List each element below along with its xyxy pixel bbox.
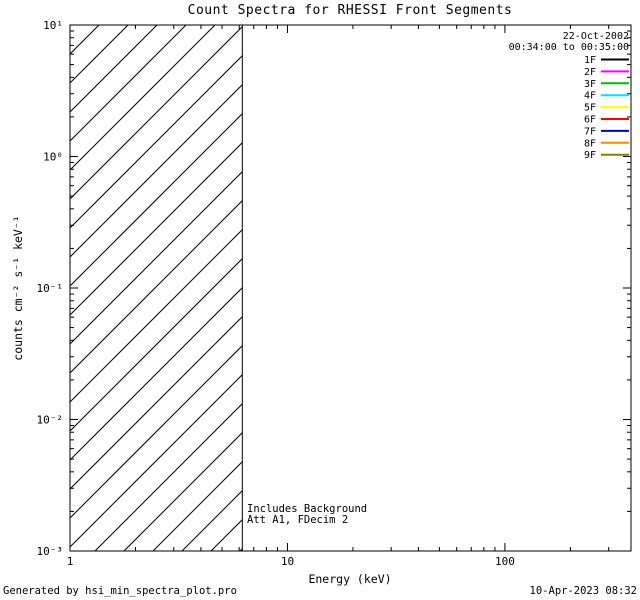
legend-item-label: 4F bbox=[584, 91, 596, 102]
legend-item: 1F bbox=[584, 55, 629, 66]
legend-item: 6F bbox=[584, 115, 629, 126]
x-tick-label: 10 bbox=[281, 555, 294, 568]
footer-timestamp: 10-Apr-2023 08:32 bbox=[530, 585, 637, 597]
legend-item-label: 6F bbox=[584, 115, 596, 126]
hatched-region bbox=[70, 25, 243, 551]
y-tick-label: 10⁰ bbox=[43, 151, 63, 164]
legend-item-label: 7F bbox=[584, 126, 596, 137]
legend-item-label: 3F bbox=[584, 79, 596, 90]
x-tick-label: 1 bbox=[67, 555, 74, 568]
annotation-includes-background: Includes Background bbox=[247, 503, 367, 515]
y-tick-label: 10⁻³ bbox=[37, 545, 64, 558]
y-axis-label: counts cm⁻² s⁻¹ keV⁻¹ bbox=[11, 215, 25, 360]
legend-item: 5F bbox=[584, 103, 629, 114]
x-axis-label: Energy (keV) bbox=[308, 572, 391, 586]
legend-item-label: 2F bbox=[584, 67, 596, 78]
annotation-attenuator-state: Att A1, FDecim 2 bbox=[247, 514, 348, 526]
legend-item: 4F bbox=[584, 91, 629, 102]
y-tick-label: 10⁻² bbox=[37, 414, 64, 427]
y-tick-label: 10¹ bbox=[43, 19, 63, 32]
legend-item: 9F bbox=[584, 150, 629, 161]
axis-ticks bbox=[69, 24, 631, 552]
legend-item-label: 9F bbox=[584, 150, 596, 161]
x-tick-labels: 1 10 100 bbox=[67, 555, 515, 568]
legend-time-range: 00:34:00 to 00:35:00 bbox=[509, 42, 629, 53]
legend-item-label: 1F bbox=[584, 55, 596, 66]
plot-frame bbox=[69, 24, 632, 552]
y-tick-labels: 10⁻³ 10⁻² 10⁻¹ 10⁰ 10¹ bbox=[37, 19, 64, 558]
legend-item: 8F bbox=[584, 138, 629, 149]
legend-item: 3F bbox=[584, 79, 629, 90]
x-tick-label: 100 bbox=[495, 555, 515, 568]
y-tick-label: 10⁻¹ bbox=[37, 282, 64, 295]
legend-item: 2F bbox=[584, 67, 629, 78]
legend-item: 7F bbox=[584, 126, 629, 137]
legend-item-label: 8F bbox=[584, 138, 596, 149]
legend-date: 22-Oct-2002 bbox=[563, 31, 629, 42]
chart-title: Count Spectra for RHESSI Front Segments bbox=[188, 3, 513, 18]
legend-item-label: 5F bbox=[584, 103, 596, 114]
footer-generated-by: Generated by hsi_min_spectra_plot.pro bbox=[3, 585, 237, 597]
